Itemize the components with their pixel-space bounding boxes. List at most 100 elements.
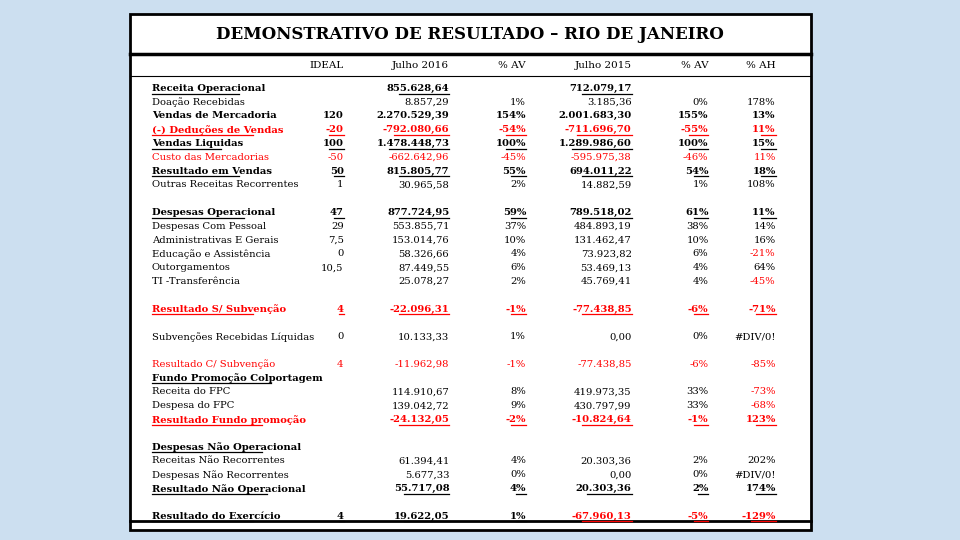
Text: 0%: 0% — [693, 98, 708, 106]
Text: Resultado Não Operacional: Resultado Não Operacional — [152, 484, 305, 494]
Text: Fundo Promoção Colportagem: Fundo Promoção Colportagem — [152, 373, 323, 383]
Text: -55%: -55% — [681, 125, 708, 134]
Text: Receita Operacional: Receita Operacional — [152, 84, 265, 93]
Text: 2%: 2% — [693, 456, 708, 465]
Text: 430.797,99: 430.797,99 — [574, 401, 632, 410]
Text: 6%: 6% — [693, 249, 708, 259]
Text: 2%: 2% — [511, 277, 526, 286]
Text: 3.185,36: 3.185,36 — [588, 98, 632, 106]
Text: Julho 2016: Julho 2016 — [393, 62, 449, 70]
Text: Receita do FPC: Receita do FPC — [152, 388, 230, 396]
Text: 202%: 202% — [747, 456, 776, 465]
Text: 1.289.986,60: 1.289.986,60 — [559, 139, 632, 148]
Text: 13%: 13% — [753, 111, 776, 120]
Text: 10%: 10% — [686, 235, 708, 245]
Text: 0,00: 0,00 — [610, 470, 632, 480]
Text: % AV: % AV — [681, 62, 708, 70]
Text: Vendas de Mercadoria: Vendas de Mercadoria — [152, 111, 276, 120]
Text: Doação Recebidas: Doação Recebidas — [152, 97, 245, 107]
Text: 100%: 100% — [495, 139, 526, 148]
Text: -50: -50 — [327, 153, 344, 162]
Text: 50: 50 — [329, 167, 344, 176]
Text: 120: 120 — [323, 111, 344, 120]
Text: Receitas Não Recorrentes: Receitas Não Recorrentes — [152, 456, 284, 465]
Text: -24.132,05: -24.132,05 — [390, 415, 449, 424]
Text: -73%: -73% — [750, 388, 776, 396]
Text: -129%: -129% — [741, 512, 776, 521]
Text: 29: 29 — [331, 222, 344, 231]
Text: Resultado do Exercício: Resultado do Exercício — [152, 512, 280, 521]
Text: 20.303,36: 20.303,36 — [576, 484, 632, 493]
Text: 1.478.448,73: 1.478.448,73 — [376, 139, 449, 148]
Text: 154%: 154% — [495, 111, 526, 120]
Text: Administrativas E Gerais: Administrativas E Gerais — [152, 235, 278, 245]
Text: 11%: 11% — [753, 125, 776, 134]
Text: -45%: -45% — [750, 277, 776, 286]
Text: 0%: 0% — [511, 470, 526, 480]
Text: Subvenções Recebidas Líquidas: Subvenções Recebidas Líquidas — [152, 332, 314, 342]
Text: 61.394,41: 61.394,41 — [397, 456, 449, 465]
Text: 4: 4 — [337, 305, 344, 314]
Text: 877.724,95: 877.724,95 — [387, 208, 449, 217]
Text: 139.042,72: 139.042,72 — [392, 401, 449, 410]
Text: 0: 0 — [337, 249, 344, 259]
Text: 789.518,02: 789.518,02 — [569, 208, 632, 217]
Text: 815.805,77: 815.805,77 — [387, 167, 449, 176]
Text: Vendas Liquidas: Vendas Liquidas — [152, 139, 243, 148]
Text: 178%: 178% — [747, 98, 776, 106]
Text: 54%: 54% — [685, 167, 708, 176]
Text: -5%: -5% — [688, 512, 708, 521]
Text: -711.696,70: -711.696,70 — [564, 125, 632, 134]
Text: 855.628,64: 855.628,64 — [387, 84, 449, 93]
Text: 7,5: 7,5 — [327, 235, 344, 245]
Text: Outorgamentos: Outorgamentos — [152, 263, 230, 272]
Text: 1%: 1% — [510, 98, 526, 106]
Text: 153.014,76: 153.014,76 — [392, 235, 449, 245]
Bar — [130, 14, 811, 530]
Text: 61%: 61% — [685, 208, 708, 217]
Text: 53.469,13: 53.469,13 — [581, 263, 632, 272]
Text: 100: 100 — [323, 139, 344, 148]
Text: 8.857,29: 8.857,29 — [405, 98, 449, 106]
Text: -85%: -85% — [750, 360, 776, 369]
Text: 8%: 8% — [511, 388, 526, 396]
Text: -20: -20 — [325, 125, 344, 134]
Text: 16%: 16% — [754, 235, 776, 245]
Text: 2%: 2% — [692, 484, 708, 493]
Text: 484.893,19: 484.893,19 — [574, 222, 632, 231]
Text: Julho 2015: Julho 2015 — [575, 62, 632, 70]
Text: DEMONSTRATIVO DE RESULTADO – RIO DE JANEIRO: DEMONSTRATIVO DE RESULTADO – RIO DE JANE… — [216, 25, 725, 43]
Text: 14%: 14% — [754, 222, 776, 231]
Text: -6%: -6% — [689, 360, 708, 369]
Text: 30.965,58: 30.965,58 — [398, 180, 449, 190]
Text: -22.096,31: -22.096,31 — [390, 305, 449, 314]
Text: -1%: -1% — [506, 305, 526, 314]
Text: 11%: 11% — [754, 153, 776, 162]
Text: -21%: -21% — [750, 249, 776, 259]
Text: 25.078,27: 25.078,27 — [398, 277, 449, 286]
Text: -10.824,64: -10.824,64 — [572, 415, 632, 424]
Text: 0%: 0% — [693, 332, 708, 341]
Text: 64%: 64% — [754, 263, 776, 272]
Text: 4%: 4% — [692, 263, 708, 272]
Text: 131.462,47: 131.462,47 — [574, 235, 632, 245]
Text: 19.622,05: 19.622,05 — [394, 512, 449, 521]
Text: 10.133,33: 10.133,33 — [398, 332, 449, 341]
Text: 33%: 33% — [686, 388, 708, 396]
Text: % AH: % AH — [746, 62, 776, 70]
Text: IDEAL: IDEAL — [309, 62, 344, 70]
Text: 4%: 4% — [510, 484, 526, 493]
Text: 47: 47 — [330, 208, 344, 217]
Text: -46%: -46% — [683, 153, 708, 162]
Text: 174%: 174% — [745, 484, 776, 493]
Text: 4%: 4% — [510, 456, 526, 465]
Text: -2%: -2% — [506, 415, 526, 424]
Text: 4%: 4% — [510, 249, 526, 259]
Text: -67.960,13: -67.960,13 — [572, 512, 632, 521]
Bar — [130, 14, 811, 530]
Text: 10%: 10% — [504, 235, 526, 245]
Text: -6%: -6% — [688, 305, 708, 314]
Text: 712.079,17: 712.079,17 — [569, 84, 632, 93]
Text: 10,5: 10,5 — [322, 263, 344, 272]
Text: 87.449,55: 87.449,55 — [398, 263, 449, 272]
